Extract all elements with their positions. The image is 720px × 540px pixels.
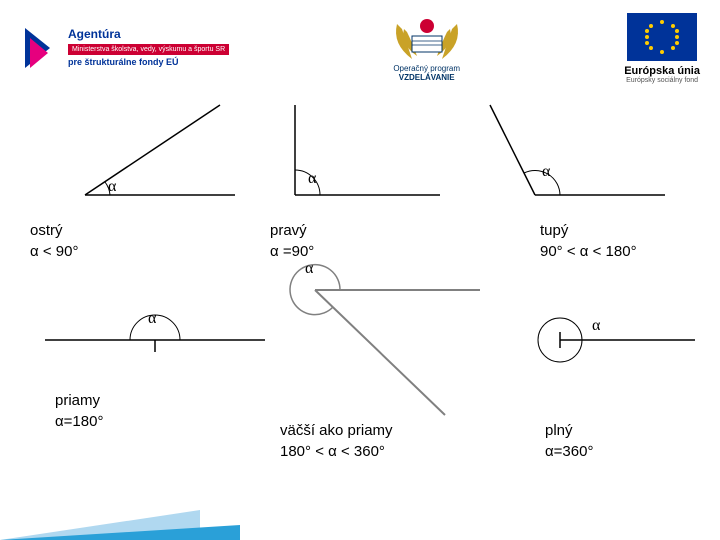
- angle-reflex: α: [280, 260, 500, 425]
- right-alpha: α: [308, 170, 316, 188]
- acute-name: ostrý: [30, 222, 63, 239]
- straight-label: priamy α=180°: [55, 390, 103, 432]
- laurel-icon: [382, 14, 472, 64]
- straight-cond: α=180°: [55, 413, 103, 430]
- corner-accent-dark: [0, 525, 240, 540]
- eu-flag-icon: [627, 13, 697, 61]
- agentura-subtitle: Ministerstva školstva, vedy, výskumu a š…: [68, 44, 229, 55]
- angle-full: α: [530, 310, 700, 375]
- header: Agentúra Ministerstva školstva, vedy, vý…: [0, 0, 720, 96]
- eu-title: Európska únia: [624, 65, 700, 77]
- acute-diagram: [70, 100, 250, 210]
- acute-alpha: α: [108, 178, 116, 196]
- eu-subtitle: Európsky sociálny fond: [624, 77, 700, 84]
- obtuse-name: tupý: [540, 222, 568, 239]
- obtuse-label: tupý 90° < α < 180°: [540, 220, 637, 262]
- obtuse-diagram: [480, 100, 670, 210]
- agentura-title: Agentúra: [68, 27, 229, 43]
- full-label: plný α=360°: [545, 420, 593, 462]
- agentura-tagline: pre štrukturálne fondy EÚ: [68, 57, 229, 69]
- reflex-diagram: [280, 260, 500, 420]
- right-name: pravý: [270, 222, 307, 239]
- acute-cond: α < 90°: [30, 243, 78, 260]
- straight-alpha: α: [148, 310, 156, 328]
- full-cond: α=360°: [545, 443, 593, 460]
- eu-logo-block: Európska únia Európsky sociálny fond: [624, 13, 700, 84]
- straight-name: priamy: [55, 392, 100, 409]
- reflex-name: väčší ako priamy: [280, 422, 393, 439]
- center-line2: VZDELÁVANIE: [382, 73, 472, 82]
- center-logo-block: Operačný program VZDELÁVANIE: [382, 14, 472, 82]
- reflex-alpha: α: [305, 260, 313, 278]
- angle-right: α: [280, 100, 450, 215]
- obtuse-cond: 90° < α < 180°: [540, 243, 637, 260]
- angle-acute: α: [70, 100, 250, 215]
- agentura-icon: [20, 23, 60, 73]
- right-diagram: [280, 100, 450, 210]
- acute-label: ostrý α < 90°: [30, 220, 78, 262]
- right-label: pravý α =90°: [270, 220, 314, 262]
- reflex-cond: 180° < α < 360°: [280, 443, 385, 460]
- angle-straight: α: [40, 310, 270, 375]
- full-alpha: α: [592, 317, 600, 335]
- obtuse-alpha: α: [542, 163, 550, 181]
- right-cond: α =90°: [270, 243, 314, 260]
- full-diagram: [530, 310, 700, 370]
- reflex-label: väčší ako priamy 180° < α < 360°: [280, 420, 393, 462]
- agentura-logo-block: Agentúra Ministerstva školstva, vedy, vý…: [20, 23, 229, 73]
- angle-obtuse: α: [480, 100, 670, 215]
- center-line1: Operačný program: [382, 64, 472, 73]
- full-name: plný: [545, 422, 573, 439]
